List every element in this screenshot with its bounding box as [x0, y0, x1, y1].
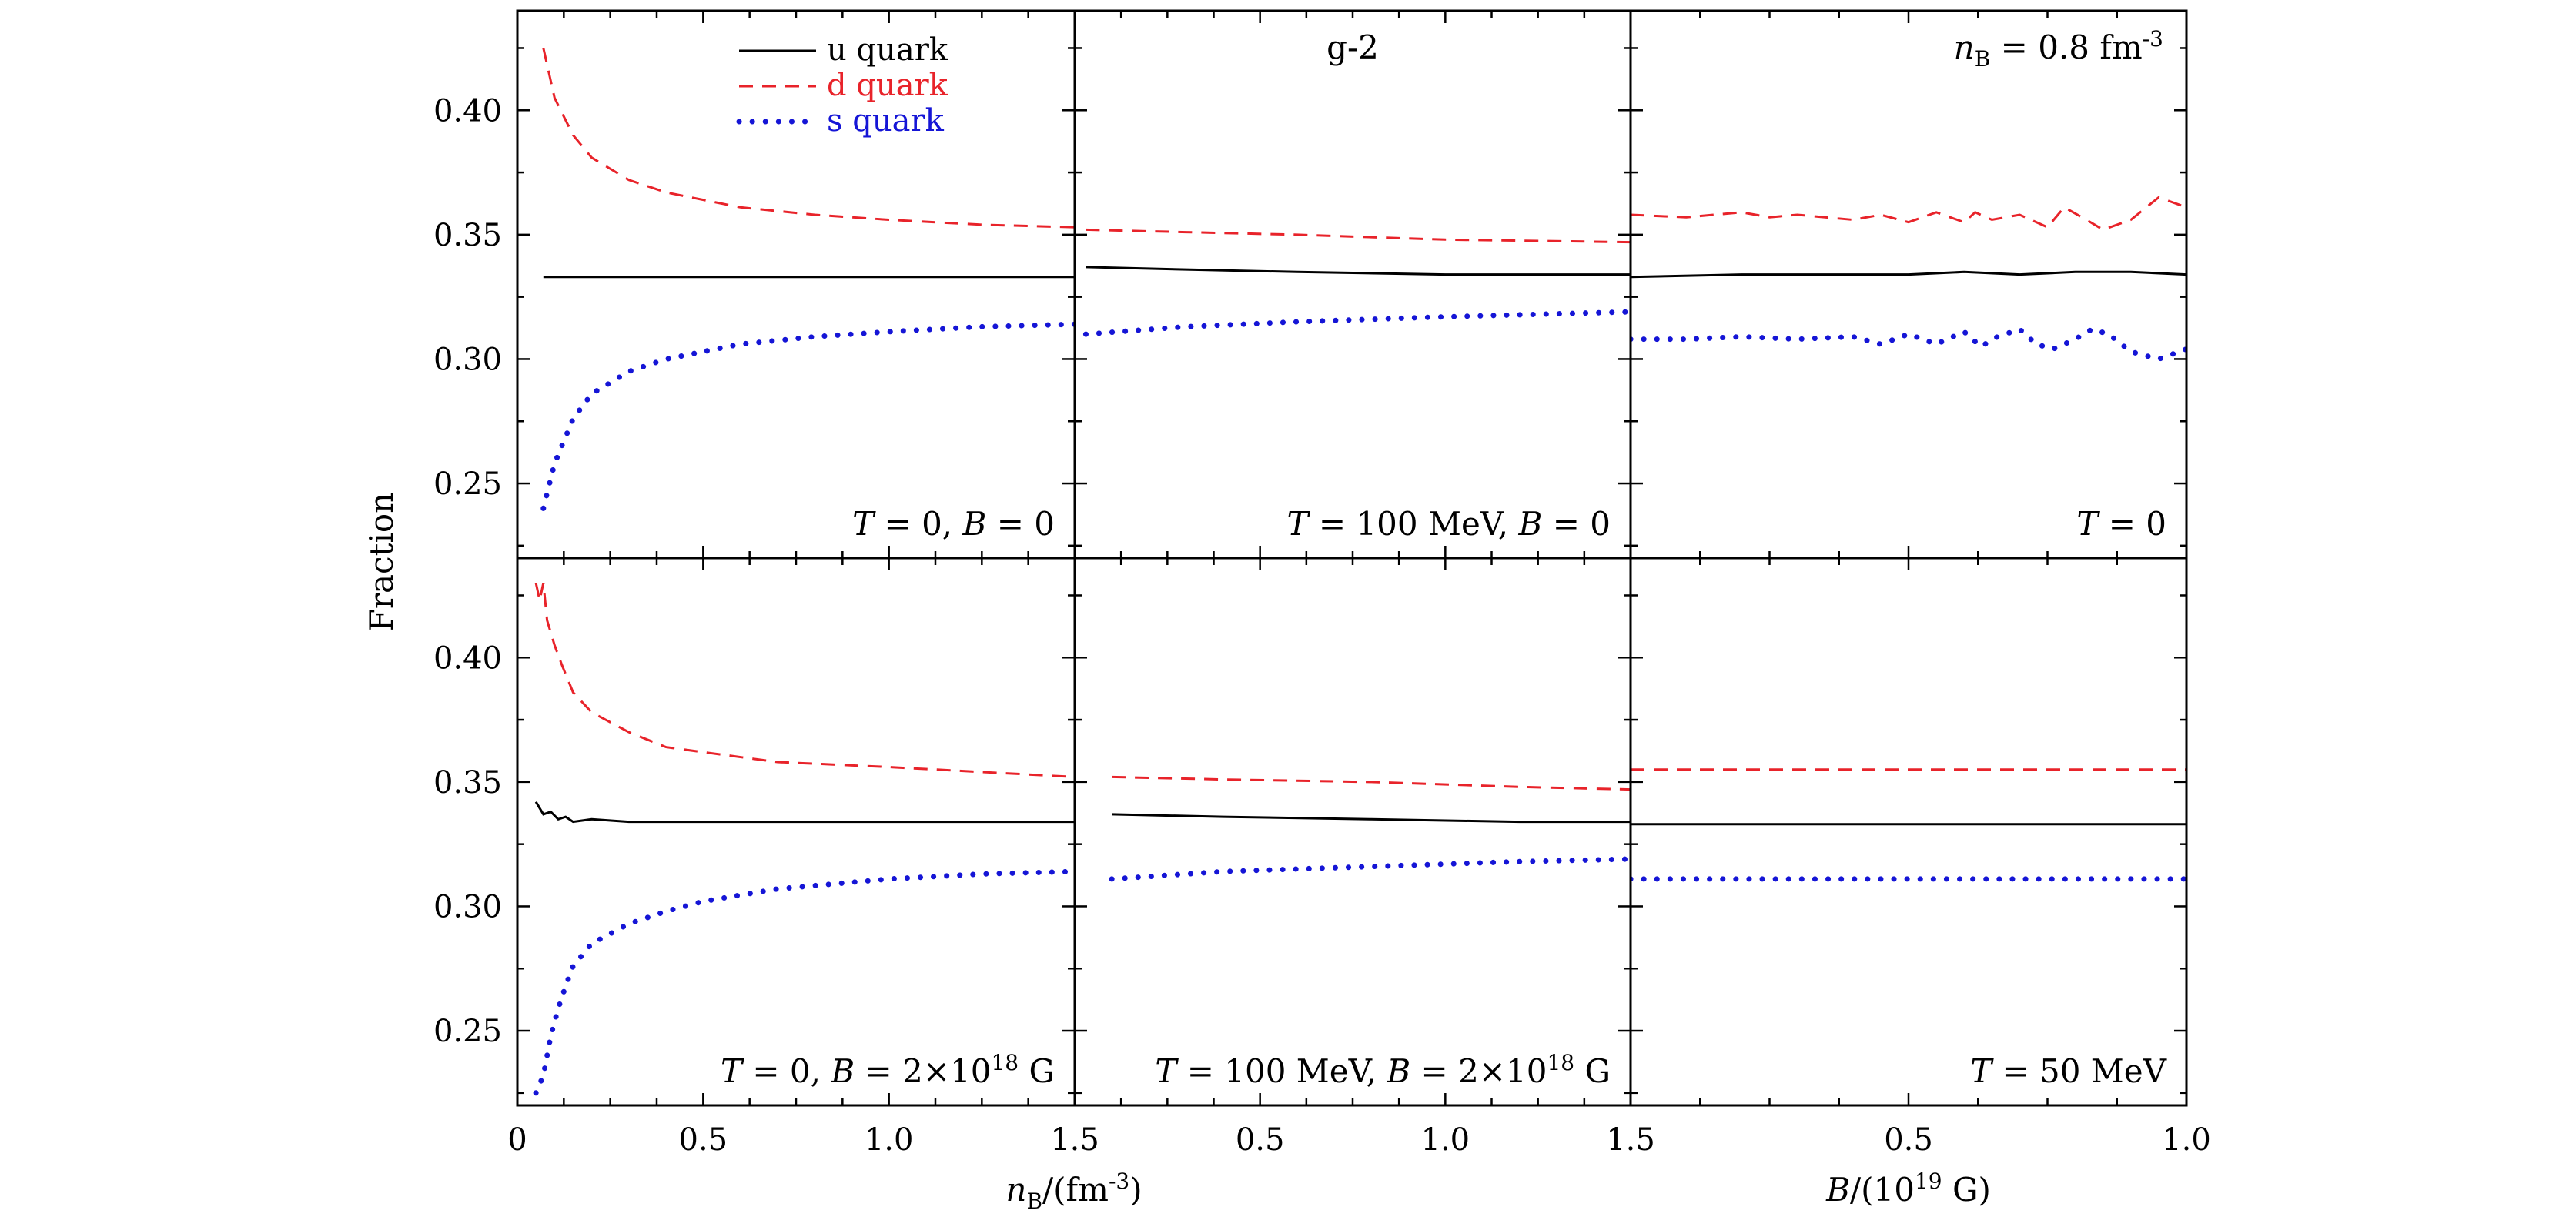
y-tick-label: 0.35 [433, 765, 502, 801]
x-tick-label: 1.0 [2162, 1122, 2211, 1158]
legend-label: d quark [827, 68, 948, 103]
panel-annotation: T = 0, B = 2×1018​ G [721, 1050, 1055, 1090]
x-tick-label: 1.0 [1421, 1122, 1470, 1158]
panel-frame [516, 557, 1076, 1107]
panel-annotation: T = 0, B = 0 [852, 505, 1055, 543]
series-line-d-quark [1631, 196, 2186, 232]
y-tick-label: 0.25 [433, 466, 502, 502]
panel-frame [516, 9, 1076, 560]
y-axis-label: Fraction [363, 493, 400, 631]
x-tick-label: 1.0 [865, 1122, 914, 1158]
panel-1-2: T = 50 MeV [1629, 558, 2188, 1105]
panel-label: g-2 [1326, 28, 1379, 66]
series-line-s-quark [1109, 856, 1631, 882]
legend-label: s quark [827, 103, 945, 139]
series-line-d-quark [1086, 228, 1631, 244]
series-line-d-quark [1112, 775, 1631, 791]
series-line-u-quark [1112, 813, 1631, 824]
labels-layer: Fraction 0.25 0.30 0.35 0.40 0.25 0.30 0.35 0.4… [363, 32, 2211, 1214]
panels-layer: T = 0, B = 0 T = 100 MeV, B = 0 g-2 T = 0 nB… [516, 11, 2188, 1105]
panel-1-0: T = 0, B = 2×1018​ G [516, 558, 1076, 1105]
y-tick-label: 0.35 [433, 218, 502, 253]
panel-annotation: T = 0 [2076, 505, 2166, 543]
series-line-u-quark [1086, 266, 1631, 276]
panel-label: nB​ = 0.8 fm-3​ [1954, 26, 2163, 72]
panel-0-1: T = 100 MeV, B = 0 g-2 [1073, 11, 1632, 558]
series-line-d-quark [542, 48, 1075, 229]
x-tick-label: 0.5 [1236, 1122, 1285, 1158]
series-line-s-quark [533, 868, 1075, 1096]
y-tick-label: 0.30 [433, 889, 502, 924]
x-tick-label: 0 [507, 1122, 527, 1158]
panel-annotation: T = 100 MeV, B = 0 [1287, 505, 1611, 543]
x-tick-label: 1.5 [1606, 1122, 1655, 1158]
panel-annotation: T = 100 MeV, B = 2×1018​ G [1155, 1050, 1611, 1090]
panel-frame [1629, 557, 2188, 1107]
y-tick-label: 0.40 [433, 640, 502, 676]
panel-frame [1629, 9, 2188, 560]
x-axis-label-density: nB​/(fm-3​) [1005, 1168, 1142, 1214]
panel-annotation: T = 50 MeV [1970, 1052, 2167, 1090]
x-tick-label: 1.5 [1050, 1122, 1099, 1158]
series-line-d-quark [534, 582, 1075, 778]
y-tick-label: 0.40 [433, 93, 502, 129]
x-axis-label-field: B/(1019​ G) [1825, 1168, 1991, 1209]
panel-1-1: T = 100 MeV, B = 2×1018​ G [1073, 558, 1632, 1105]
frames-layer [516, 9, 2188, 1107]
series-line-s-quark [1631, 326, 2186, 363]
x-tick-label: 0.5 [1884, 1122, 1933, 1158]
series-line-u-quark [534, 801, 1075, 824]
series-line-s-quark [1082, 309, 1631, 337]
panel-frame [1073, 9, 1632, 560]
series-line-u-quark [1631, 270, 2186, 279]
y-tick-label: 0.30 [433, 342, 502, 377]
y-tick-label: 0.25 [433, 1014, 502, 1049]
panel-frame [1073, 557, 1632, 1107]
x-tick-label: 0.5 [679, 1122, 728, 1158]
series-line-s-quark [540, 321, 1075, 511]
legend-label: u quark [827, 32, 948, 68]
panel-0-2: T = 0 nB​ = 0.8 fm-3​ [1629, 11, 2188, 558]
panel-0-0: T = 0, B = 0 [516, 11, 1076, 558]
